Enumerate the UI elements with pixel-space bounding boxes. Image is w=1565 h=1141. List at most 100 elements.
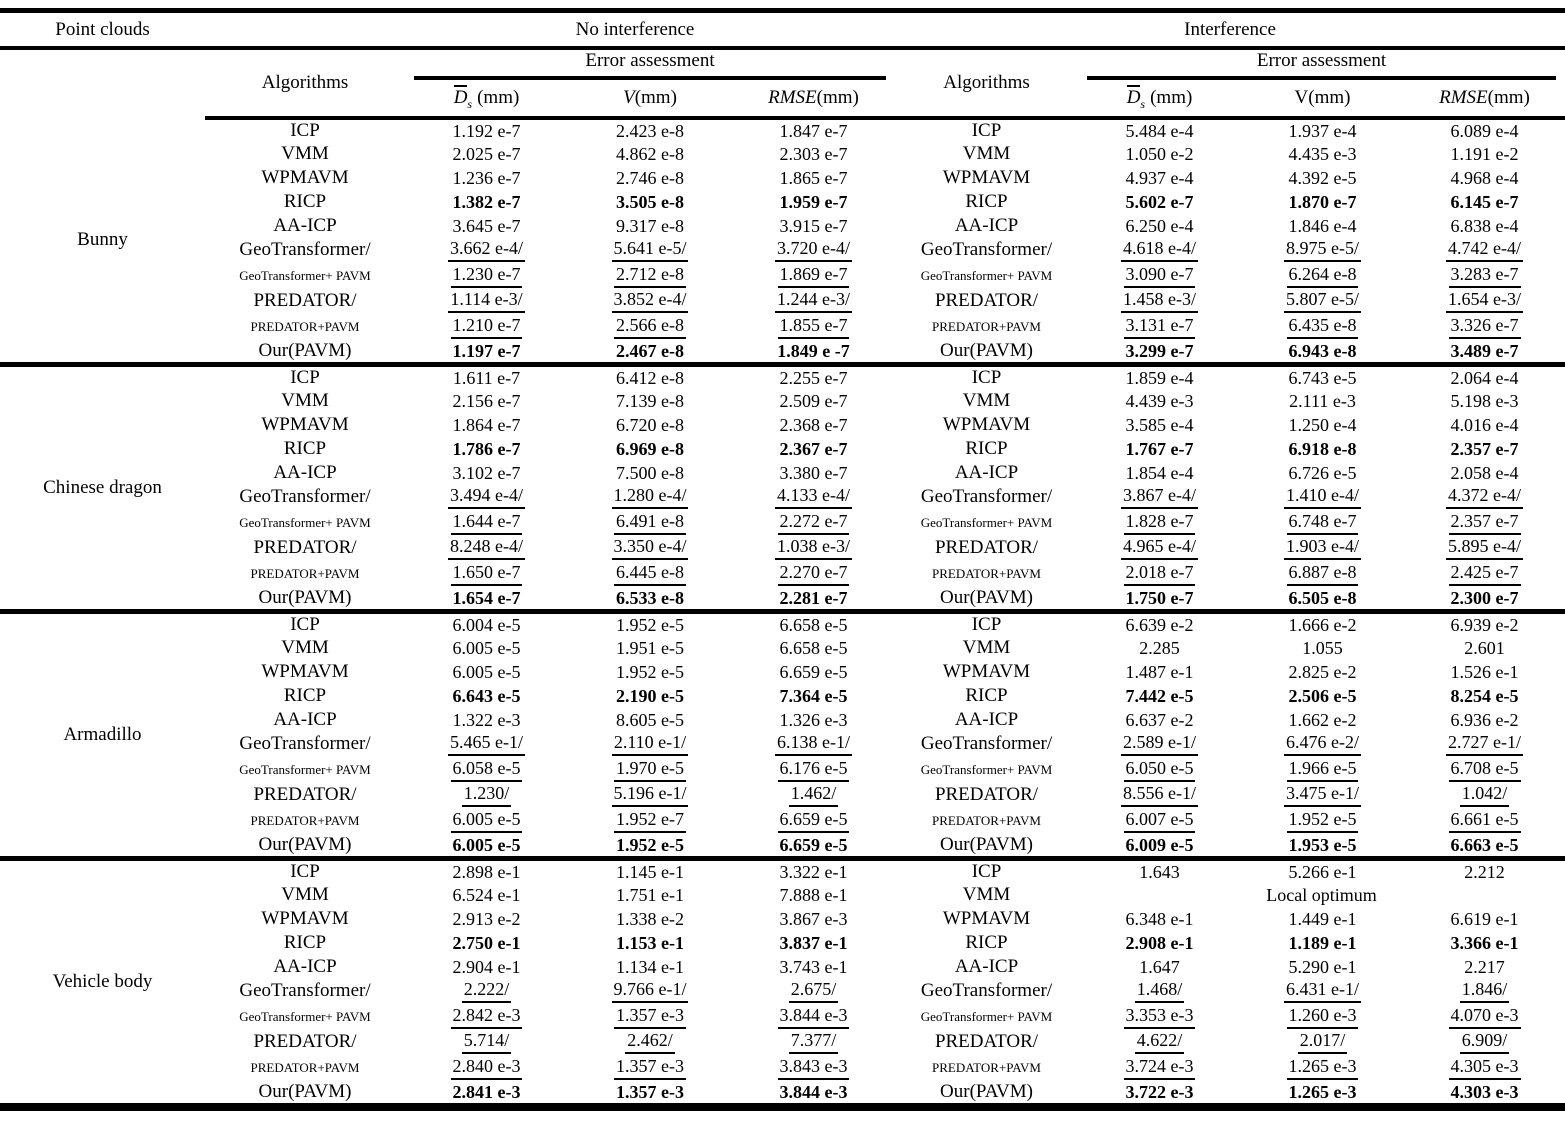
results-table: Point clouds No interference Interferenc…	[0, 8, 1565, 1111]
algorithm-label: VMM	[281, 884, 329, 905]
value-text: 7.442 e-5	[1125, 685, 1194, 706]
value-text: 1.055	[1302, 637, 1343, 658]
value-cell: 6.431 e-1/	[1241, 979, 1404, 1003]
value-cell: 3.844 e-3	[732, 1003, 895, 1030]
value-text: 3.090 e-7	[1123, 264, 1196, 288]
value-cell: 7.500 e-8	[568, 461, 732, 485]
value-text: 1.970 e-5	[614, 758, 686, 782]
value-cell: 2.506 e-5	[1241, 684, 1404, 708]
value-cell: 3.585 e-4	[1078, 413, 1241, 437]
value-text: 5.465 e-1/	[448, 732, 525, 756]
rmse-unit: (mm)	[1487, 87, 1530, 108]
value-text: 3.326 e-7	[1448, 315, 1521, 339]
value-cell: 3.353 e-3	[1078, 1003, 1241, 1030]
value-text: 2.110 e-1/	[611, 732, 689, 756]
value-cell: 2.842 e-3	[405, 1003, 568, 1030]
algorithm-label: RICP	[965, 438, 1008, 459]
value-text: 4.862 e-8	[616, 143, 684, 164]
value-text: 1.322 e-3	[452, 709, 521, 730]
algorithm-label: GeoTransformer+ PAVM	[239, 267, 371, 283]
value-cell: 2.904 e-1	[405, 955, 568, 979]
algorithm-label: PREDATOR/	[934, 1031, 1039, 1052]
value-text: 1.449 e-1	[1288, 908, 1357, 929]
value-text: 6.524 e-1	[452, 884, 521, 905]
value-text: 2.462/	[625, 1030, 675, 1054]
value-text: 6.250 e-4	[1125, 215, 1194, 236]
value-text: 2.064 e-4	[1450, 367, 1519, 388]
value-text: 7.377/	[788, 1030, 839, 1054]
value-text: 2.212	[1464, 861, 1505, 882]
value-text: 2.368 e-7	[779, 414, 848, 435]
value-cell: 2.841 e-3	[405, 1081, 568, 1110]
algorithm-label: AA-ICP	[954, 956, 1019, 977]
value-text: 2.303 e-7	[779, 143, 848, 164]
algorithm-label: ICP	[290, 367, 320, 388]
value-cell: 2.509 e-7	[732, 389, 895, 413]
value-cell: 3.494 e-4/	[405, 485, 568, 509]
value-cell: 6.643 e-5	[405, 684, 568, 708]
algorithm-label: PREDATOR+PAVM	[932, 318, 1041, 334]
value-text: 2.601	[1464, 637, 1505, 658]
value-cell: 6.533 e-8	[568, 587, 732, 614]
algorithm-label: GeoTransformer+ PAVM	[239, 514, 371, 530]
value-text: 4.618 e-4/	[1121, 238, 1198, 262]
value-text: 6.005 e-5	[450, 809, 523, 833]
algorithm-label: WPMAVM	[261, 167, 349, 188]
value-text: 1.153 e-1	[616, 932, 684, 953]
value-text: 3.299 e-7	[1125, 340, 1194, 361]
value-text: 4.622/	[1134, 1030, 1185, 1054]
value-cell: 1.855 e-7	[732, 313, 895, 340]
value-text: 1.959 e-7	[779, 191, 848, 212]
value-text: 1.859 e-4	[1125, 367, 1194, 388]
value-cell: 6.918 e-8	[1241, 437, 1404, 461]
value-text: 2.156 e-7	[452, 390, 521, 411]
value-cell: 1.265 e-3	[1241, 1081, 1404, 1110]
value-text: 6.058 e-5	[450, 758, 523, 782]
header-point-clouds: Point clouds	[0, 10, 205, 50]
algorithm-label: GeoTransformer+ PAVM	[239, 761, 371, 777]
value-cell: 4.968 e-4	[1404, 166, 1565, 190]
value-cell: 8.248 e-4/	[405, 536, 568, 560]
algorithm-label: VMM	[281, 390, 329, 411]
value-cell: 1.458 e-3/	[1078, 289, 1241, 313]
value-text: 6.659 e-5	[779, 834, 848, 855]
algorithm-label: Our(PAVM)	[205, 587, 405, 614]
value-cell: 1.767 e-7	[1078, 437, 1241, 461]
value-cell: 2.111 e-3	[1241, 389, 1404, 413]
value-cell: 6.726 e-5	[1241, 461, 1404, 485]
value-text: Local optimum	[1266, 884, 1377, 905]
value-text: 3.720 e-4/	[775, 238, 852, 262]
value-text: 3.131 e-7	[1123, 315, 1196, 339]
value-cell: 6.005 e-5	[405, 660, 568, 684]
value-cell: 2.423 e-8	[568, 118, 732, 142]
v-label: V	[1294, 87, 1309, 108]
value-cell: 6.663 e-5	[1404, 834, 1565, 861]
value-cell: 1.114 e-3/	[405, 289, 568, 313]
table-row: GeoTransformer+ PAVM 1.644 e-7 6.491 e-8 2.…	[0, 509, 1565, 536]
value-cell: 5.198 e-3	[1404, 389, 1565, 413]
table-row: PREDATOR/1.114 e-3/3.852 e-4/1.244 e-3/P…	[0, 289, 1565, 313]
value-cell: 8.975 e-5/	[1241, 238, 1404, 262]
algorithm-label: ICP	[290, 120, 320, 141]
value-cell: 6.505 e-8	[1241, 587, 1404, 614]
algorithm-label: Our(PAVM)	[895, 587, 1078, 614]
value-text: 3.494 e-4/	[448, 485, 525, 509]
value-cell: 1.265 e-3	[1241, 1054, 1404, 1081]
algorithm-label: PREDATOR/	[253, 784, 357, 805]
algorithm-label: PREDATOR/	[253, 537, 357, 558]
value-cell: 2.727 e-1/	[1404, 732, 1565, 756]
value-text: 8.605 e-5	[616, 709, 684, 730]
value-cell: 2.058 e-4	[1404, 461, 1565, 485]
value-text: 1.903 e-4/	[1284, 536, 1361, 560]
value-text: 3.322 e-1	[779, 861, 848, 882]
ds-unit: (mm)	[1150, 86, 1193, 108]
value-text: 6.005 e-5	[452, 637, 521, 658]
value-text: 2.750 e-1	[452, 932, 521, 953]
value-cell: 3.843 e-3	[732, 1054, 895, 1081]
value-cell: 1.244 e-3/	[732, 289, 895, 313]
algorithm-label: GeoTransformer+ PAVM	[920, 514, 1053, 530]
value-cell: 6.943 e-8	[1241, 340, 1404, 367]
value-text: 6.476 e-2/	[1284, 732, 1361, 756]
value-text: 2.566 e-8	[614, 315, 686, 339]
value-text: 2.908 e-1	[1125, 932, 1194, 953]
